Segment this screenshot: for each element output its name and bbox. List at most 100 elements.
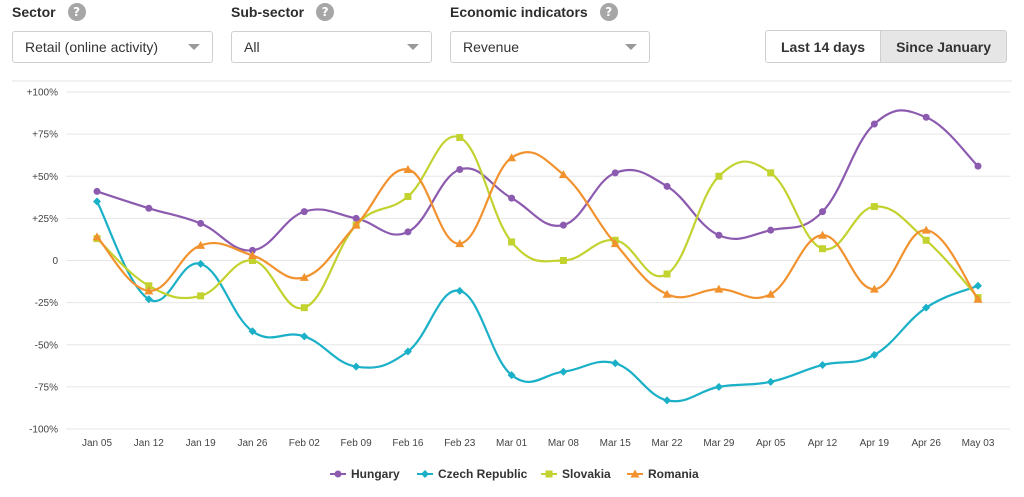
data-point-hungary xyxy=(715,231,723,239)
data-point-hungary xyxy=(93,187,101,195)
data-point-czech-republic xyxy=(403,347,412,356)
data-point-czech-republic xyxy=(870,350,879,359)
series-hungary xyxy=(93,109,982,254)
data-point-romania xyxy=(92,232,102,241)
subsector-help-icon[interactable]: ? xyxy=(316,3,335,21)
indicators-select-value: Revenue xyxy=(463,39,520,55)
x-tick-label: Feb 09 xyxy=(341,438,373,449)
data-point-czech-republic xyxy=(455,286,464,295)
data-point-romania xyxy=(558,170,568,179)
data-point-slovakia xyxy=(300,304,308,312)
sector-label-text: Sector xyxy=(12,4,56,20)
data-point-romania xyxy=(973,294,983,303)
data-point-romania xyxy=(351,220,361,229)
legend-item-hungary[interactable]: Hungary xyxy=(330,467,400,481)
series-czech-republic xyxy=(93,197,982,405)
y-tick-label: +100% xyxy=(27,88,59,99)
series-slovakia xyxy=(93,133,982,312)
x-tick-label: Feb 23 xyxy=(444,438,476,449)
since-january-button[interactable]: Since January xyxy=(880,31,1006,62)
data-point-czech-republic xyxy=(663,396,672,405)
legend-label: Czech Republic xyxy=(438,467,528,481)
sector-help-icon[interactable]: ? xyxy=(67,3,86,21)
subsector-label: Sub-sector ? xyxy=(231,3,335,21)
legend-label: Slovakia xyxy=(562,467,611,481)
y-tick-label: +75% xyxy=(32,130,58,141)
data-point-romania xyxy=(507,153,517,162)
x-tick-label: Jan 26 xyxy=(237,438,267,449)
last-14-days-button[interactable]: Last 14 days xyxy=(766,31,881,62)
data-point-romania xyxy=(714,284,724,293)
data-point-hungary xyxy=(352,214,360,222)
data-point-hungary xyxy=(767,226,775,234)
data-point-hungary xyxy=(611,169,619,177)
x-tick-label: Feb 02 xyxy=(289,438,321,449)
sector-select-value: Retail (online activity) xyxy=(25,39,159,55)
data-point-slovakia xyxy=(456,133,464,141)
data-point-slovakia xyxy=(819,245,827,253)
data-point-hungary xyxy=(145,204,153,212)
legend-item-romania[interactable]: Romania xyxy=(627,467,699,481)
y-tick-label: -75% xyxy=(35,382,58,393)
x-tick-label: Apr 05 xyxy=(756,438,786,449)
legend-marker xyxy=(630,469,640,478)
data-point-hungary xyxy=(456,166,464,174)
data-point-slovakia xyxy=(715,172,723,180)
subsector-select-value: All xyxy=(244,39,260,55)
y-tick-label: +25% xyxy=(32,214,58,225)
subsector-select[interactable]: All xyxy=(231,31,432,63)
series-line-hungary xyxy=(96,109,979,252)
legend-label: Hungary xyxy=(351,467,400,481)
data-point-romania xyxy=(766,289,776,298)
data-point-czech-republic xyxy=(352,362,361,371)
data-point-czech-republic xyxy=(507,371,516,380)
y-tick-label: +50% xyxy=(32,172,58,183)
sector-select[interactable]: Retail (online activity) xyxy=(12,31,213,63)
y-tick-label: -50% xyxy=(35,340,58,351)
data-point-czech-republic xyxy=(922,303,931,312)
data-point-czech-republic xyxy=(714,382,723,391)
subsector-label-text: Sub-sector xyxy=(231,4,305,20)
data-point-czech-republic xyxy=(559,367,568,376)
y-tick-label: 0 xyxy=(52,256,58,267)
data-point-romania xyxy=(921,225,931,234)
series-line-slovakia xyxy=(96,135,979,310)
indicators-help-icon[interactable]: ? xyxy=(599,3,618,21)
legend-marker xyxy=(334,470,342,478)
data-point-hungary xyxy=(974,162,982,170)
data-point-romania xyxy=(869,284,879,293)
data-point-czech-republic xyxy=(300,332,309,341)
data-point-slovakia xyxy=(922,236,930,244)
data-point-hungary xyxy=(508,194,516,202)
data-point-hungary xyxy=(922,113,930,121)
x-tick-label: Mar 15 xyxy=(600,438,632,449)
data-point-hungary xyxy=(300,208,308,216)
x-tick-label: Jan 05 xyxy=(82,438,112,449)
data-point-hungary xyxy=(870,120,878,128)
data-point-romania xyxy=(455,239,465,248)
data-point-romania xyxy=(196,240,206,249)
legend-item-slovakia[interactable]: Slovakia xyxy=(541,467,611,481)
data-point-czech-republic xyxy=(196,259,205,268)
data-point-slovakia xyxy=(197,292,205,300)
data-point-hungary xyxy=(404,228,412,236)
data-point-romania xyxy=(662,289,672,298)
data-point-slovakia xyxy=(248,257,256,264)
legend-item-czech-republic[interactable]: Czech Republic xyxy=(417,467,528,481)
data-point-romania xyxy=(818,230,828,239)
x-tick-label: Mar 01 xyxy=(496,438,528,449)
x-tick-label: Mar 22 xyxy=(651,438,683,449)
y-tick-label: -100% xyxy=(29,425,58,436)
data-point-slovakia xyxy=(508,238,516,246)
x-tick-label: Mar 29 xyxy=(703,438,735,449)
data-point-romania xyxy=(403,165,413,174)
sector-label: Sector ? xyxy=(12,3,86,21)
data-point-slovakia xyxy=(145,282,153,290)
indicators-select[interactable]: Revenue xyxy=(450,31,650,63)
x-tick-label: Apr 26 xyxy=(911,438,941,449)
x-tick-label: Apr 12 xyxy=(808,438,838,449)
legend-label: Romania xyxy=(648,467,699,481)
data-point-slovakia xyxy=(663,270,671,278)
data-point-czech-republic xyxy=(974,281,982,290)
